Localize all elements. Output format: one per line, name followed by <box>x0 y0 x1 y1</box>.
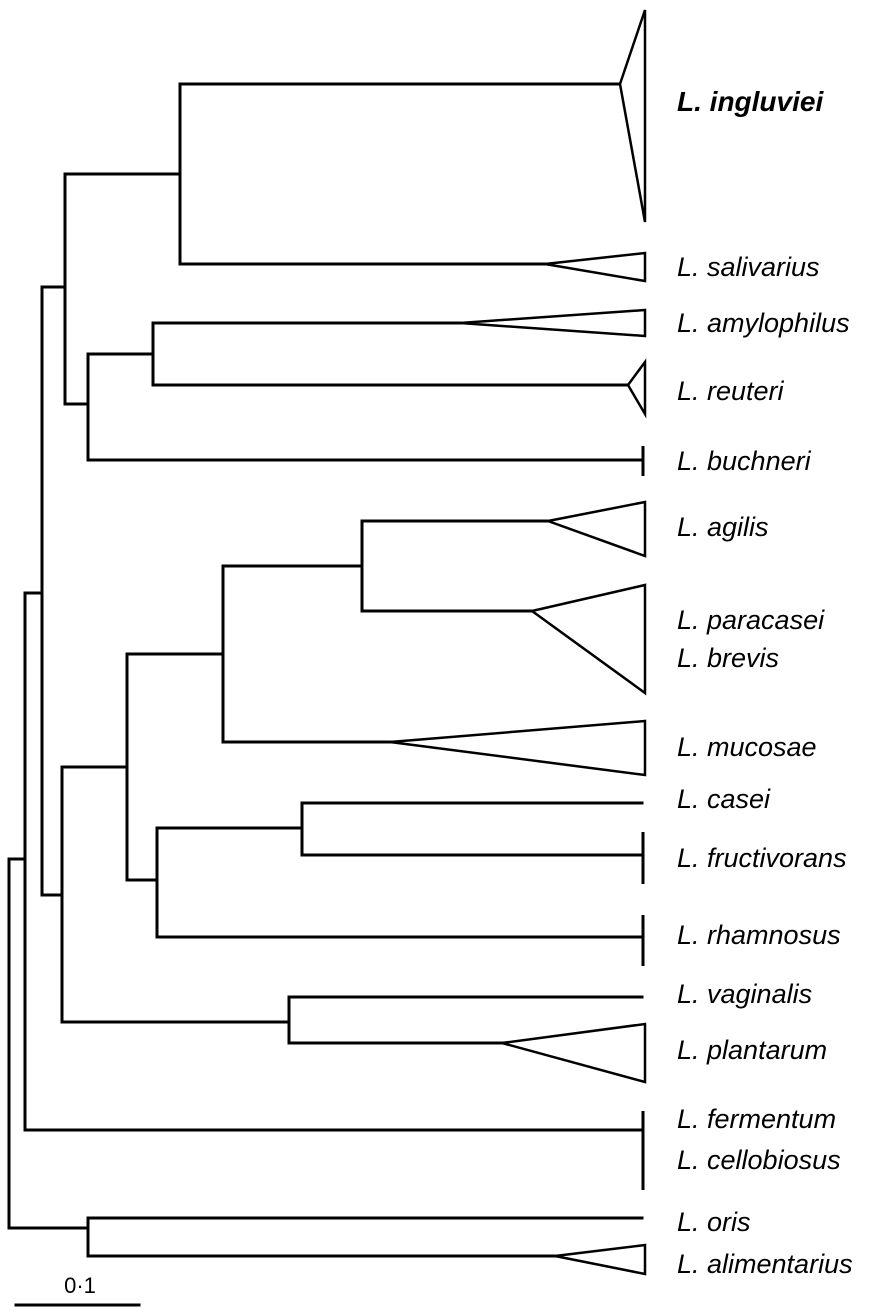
clade-salivarius <box>544 251 647 283</box>
branch-node-b <box>40 285 67 897</box>
label-mucosae: L. mucosae <box>677 732 817 762</box>
clade-mucosae <box>389 719 647 777</box>
label-fermentum: L. fermentum <box>677 1104 836 1134</box>
collapsed-clades <box>389 9 647 1276</box>
branch-root <box>7 857 90 1230</box>
clade-agilis <box>543 500 647 558</box>
label-brevis: L. brevis <box>677 643 779 673</box>
branch-lower-clade <box>60 765 291 1024</box>
branch-oris-alimentarius <box>86 1216 644 1258</box>
branch-vaginalis-plantarum <box>287 995 644 1045</box>
clade-plantarum <box>501 1022 647 1084</box>
clade-ingluviei <box>618 9 647 223</box>
label-vaginalis: L. vaginalis <box>677 979 812 1009</box>
label-amylophilus: L. amylophilus <box>677 308 850 338</box>
branch-node-c <box>125 652 225 882</box>
label-ingluviei: L. ingluviei <box>677 86 824 117</box>
branch-reuteri-group <box>86 352 644 462</box>
label-oris: L. oris <box>677 1207 751 1237</box>
branch-node-e <box>155 826 644 939</box>
scale-bar-label: 0·1 <box>64 1273 96 1298</box>
taxon-labels: L. ingluviei L. salivarius L. amylophilu… <box>677 86 853 1279</box>
branch-ingluviei-salivarius <box>178 82 622 266</box>
label-cellobiosus: L. cellobiosus <box>677 1145 841 1175</box>
label-agilis: L. agilis <box>677 512 769 542</box>
label-buchneri: L. buchneri <box>677 446 812 476</box>
label-fructivorans: L. fructivorans <box>677 843 847 873</box>
clade-amylophilus <box>459 308 647 338</box>
branch-amylophilus-reuteri <box>151 321 630 387</box>
branch-node-a <box>23 591 644 1132</box>
branch-node-d <box>221 564 392 744</box>
clade-reuteri <box>626 358 647 419</box>
label-reuteri: L. reuteri <box>677 376 785 406</box>
tree-branches <box>7 82 644 1258</box>
scale-bar: 0·1 <box>14 1273 141 1307</box>
branch-agilis-paracasei <box>360 519 550 613</box>
clade-alimentarius <box>554 1243 647 1276</box>
branch-ingluviei-group <box>63 172 182 406</box>
clade-paracasei-brevis <box>529 583 647 696</box>
label-alimentarius: L. alimentarius <box>677 1249 853 1279</box>
label-rhamnosus: L. rhamnosus <box>677 920 841 950</box>
label-paracasei: L. paracasei <box>677 605 825 635</box>
label-salivarius: L. salivarius <box>677 252 820 282</box>
label-casei: L. casei <box>677 784 771 814</box>
label-plantarum: L. plantarum <box>677 1035 827 1065</box>
branch-casei-fructivorans <box>300 801 644 857</box>
